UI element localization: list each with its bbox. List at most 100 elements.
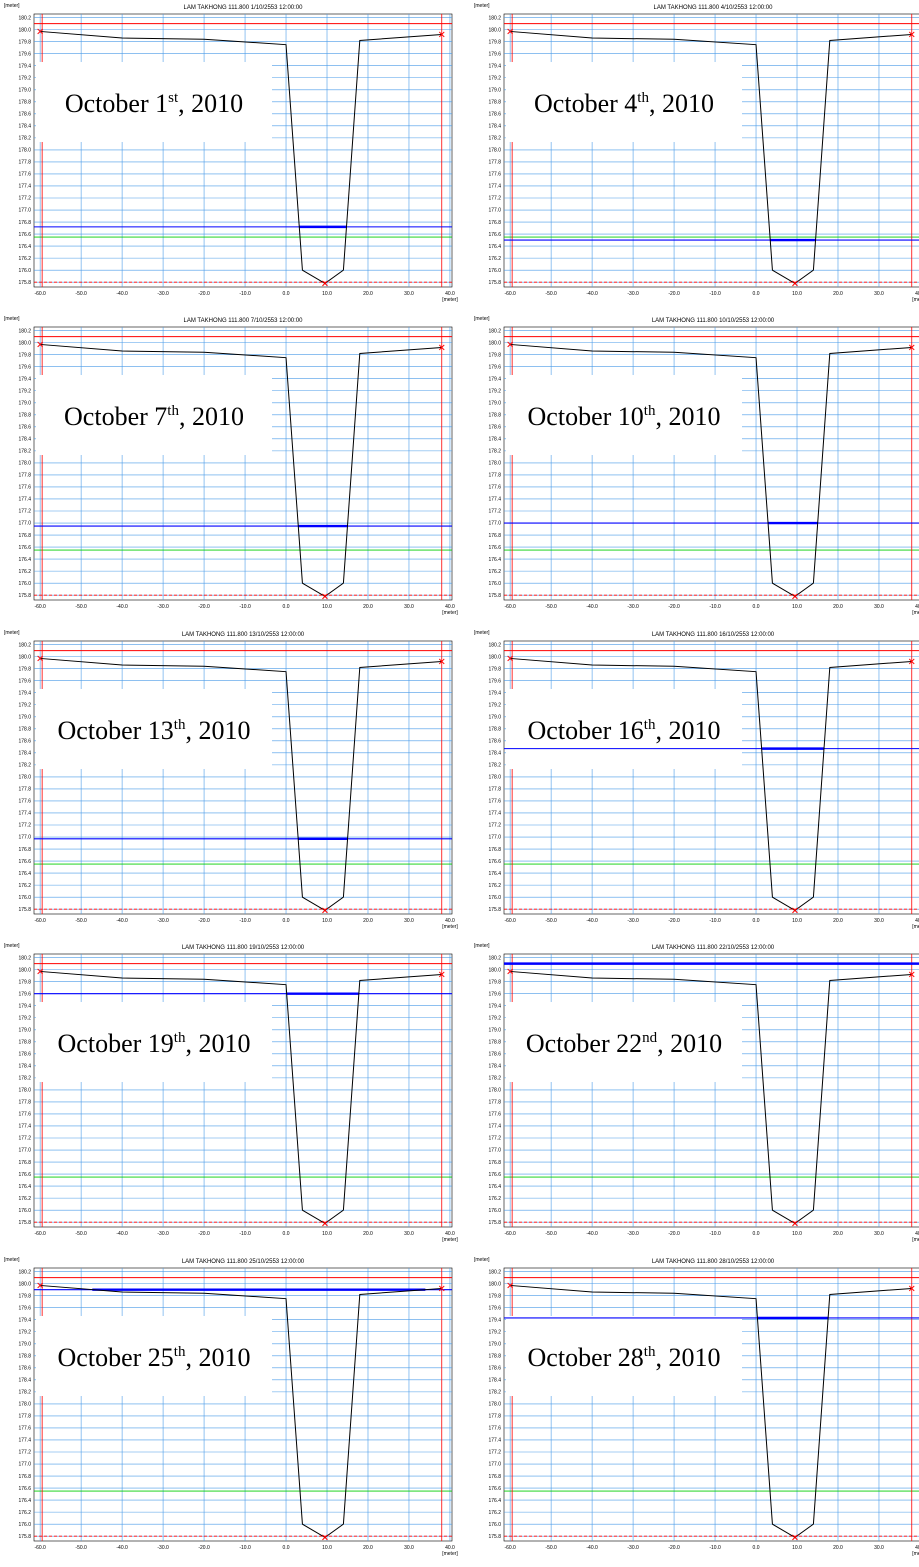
profile-marker [37,28,44,35]
annotation-part: , 2010 [649,89,714,118]
y-tick-label: 177.4 [18,1124,31,1130]
y-tick-label: 180.2 [18,642,31,648]
y-tick-label: 179.2 [488,702,501,708]
annotation-sup: th [644,403,656,419]
y-tick-label: 176.6 [488,545,501,551]
y-tick-label: 178.6 [488,1366,501,1372]
y-tick-label: 176.6 [488,859,501,865]
y-tick-label: 178.6 [18,425,31,431]
x-axis-label: [meter] [442,1551,458,1557]
profile-marker [438,31,445,38]
x-tick-label: -20.0 [198,604,210,610]
y-tick-label: 177.4 [18,497,31,503]
annotation-sup: th [644,1344,656,1360]
annotation-part: October 16 [528,716,644,745]
y-tick-label: 175.8 [18,280,31,286]
x-tick-label: 20.0 [363,291,373,297]
x-tick-label: -30.0 [157,1545,169,1551]
y-tick-label: 179.6 [488,51,501,57]
x-tick-label: -50.0 [545,1545,557,1551]
x-tick-label: 40.0 [915,604,919,610]
annotation-box [506,1316,742,1396]
y-tick-label: 178.2 [18,136,31,142]
x-tick-label: -10.0 [239,604,251,610]
y-tick-label: 177.8 [488,1100,501,1106]
x-tick-label: -10.0 [709,604,721,610]
annotation-text: October 19th, 2010 [58,1029,251,1058]
y-tick-label: 177.0 [488,1462,501,1468]
x-tick-label: -60.0 [504,291,516,297]
y-tick-label: 179.8 [488,352,501,358]
annotation-part: October 13 [58,716,174,745]
y-tick-label: 177.2 [18,509,31,515]
annotation-sup: th [174,717,186,733]
y-tick-label: 177.4 [488,811,501,817]
x-tick-label: -60.0 [504,918,516,924]
y-tick-label: 179.2 [18,1329,31,1335]
panel: 175.8 176.0 176.2 176.4 176.6 176.8 177.0 177.2… [4,943,458,1243]
annotation: October 1st, 2010 [36,62,272,142]
y-tick-label: 175.8 [488,1220,501,1226]
annotation-part: October 10 [528,402,644,431]
x-tick-label: 30.0 [874,1231,884,1237]
y-tick-label: 179.2 [18,702,31,708]
y-tick-label: 176.4 [18,1498,31,1504]
y-tick-label: 179.8 [488,39,501,45]
y-tick-label: 180.0 [18,340,31,346]
y-tick-label: 177.8 [18,473,31,479]
chart-title: LAM TAKHONG 111.800 25/10/2553 12:00:00 [182,1259,305,1265]
y-tick-label: 178.4 [18,751,31,757]
y-tick-label: 176.0 [18,1208,31,1214]
y-tick-label: 178.2 [488,136,501,142]
x-tick-label: 40.0 [445,918,455,924]
y-tick-label: 177.0 [18,208,31,214]
y-tick-label: 178.8 [18,1353,31,1359]
x-axis-label: [meter] [442,924,458,930]
x-tick-label: 20.0 [833,604,843,610]
annotation-part: , 2010 [655,1343,720,1372]
y-tick-label: 179.8 [18,979,31,985]
x-tick-label: -40.0 [586,1231,598,1237]
y-tick-label: 176.8 [488,220,501,226]
y-tick-label: 177.6 [18,172,31,178]
y-tick-label: 177.4 [488,497,501,503]
annotation-part: October 1 [65,89,168,118]
y-tick-label: 176.0 [488,1522,501,1528]
y-tick-label: 180.0 [18,967,31,973]
panel: 175.8 176.0 176.2 176.4 176.6 176.8 177.0 177.2… [474,316,919,616]
profile-marker [322,1220,328,1227]
y-tick-label: 177.4 [18,184,31,190]
y-tick-label: 179.0 [18,714,31,720]
x-tick-label: -20.0 [668,604,680,610]
profile-marker [438,1285,445,1292]
annotation-text: October 25th, 2010 [58,1343,251,1372]
y-tick-label: 176.8 [488,1474,501,1480]
y-tick-label: 176.2 [488,1196,501,1202]
bed-profile [40,343,442,597]
profile-marker [507,1282,514,1289]
y-tick-label: 179.8 [18,39,31,45]
y-tick-label: 177.0 [18,1148,31,1154]
x-tick-label: -40.0 [116,918,128,924]
y-tick-label: 179.0 [18,87,31,93]
y-tick-label: 177.2 [488,823,501,829]
x-tick-label: 10.0 [792,604,802,610]
y-tick-label: 176.2 [488,1510,501,1516]
y-tick-label: 178.6 [18,739,31,745]
plot-area [33,1267,453,1542]
y-tick-label: 180.2 [18,15,31,21]
x-tick-label: -40.0 [586,291,598,297]
y-tick-label: 176.4 [18,244,31,250]
panel: 175.8 176.0 176.2 176.4 176.6 176.8 177.0 177.2… [474,1257,919,1557]
annotation-text: October 22nd, 2010 [526,1029,722,1058]
bed-profile [510,970,912,1224]
x-tick-label: -40.0 [116,1545,128,1551]
y-tick-label: 176.8 [18,1474,31,1480]
chart-title: LAM TAKHONG 111.800 1/10/2553 12:00:00 [184,5,304,11]
y-tick-label: 179.6 [18,1305,31,1311]
x-axis-label: [meter] [442,610,458,616]
y-tick-label: 176.6 [488,1172,501,1178]
y-tick-label: 177.6 [18,1112,31,1118]
x-tick-label: -50.0 [545,604,557,610]
